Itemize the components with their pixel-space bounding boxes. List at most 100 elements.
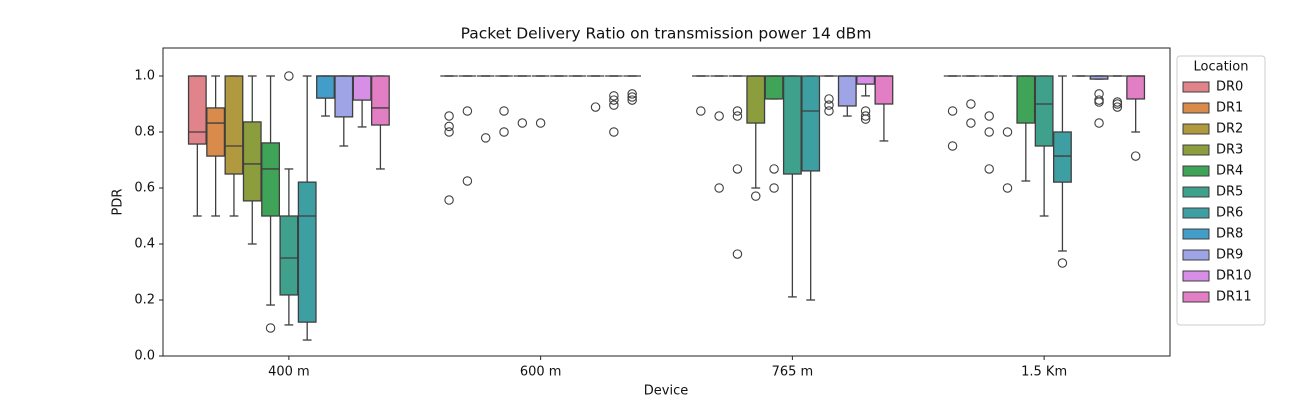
outlier bbox=[769, 164, 779, 174]
outlier bbox=[590, 102, 601, 112]
box bbox=[297, 181, 317, 323]
outlier bbox=[1094, 95, 1104, 105]
outlier bbox=[1112, 102, 1123, 112]
legend-swatch bbox=[1182, 186, 1210, 198]
outlier bbox=[732, 106, 743, 116]
outlier bbox=[1057, 258, 1068, 268]
outlier bbox=[714, 111, 724, 121]
outlier bbox=[824, 94, 834, 104]
box bbox=[1016, 75, 1036, 124]
legend-swatch bbox=[1182, 81, 1210, 93]
legend-swatch bbox=[1182, 165, 1210, 177]
outlier bbox=[1130, 151, 1141, 161]
box bbox=[279, 215, 299, 296]
outlier bbox=[1094, 118, 1104, 128]
outlier bbox=[444, 127, 454, 137]
legend-swatch bbox=[1182, 144, 1210, 156]
legend-label: DR3 bbox=[1216, 143, 1243, 158]
box bbox=[370, 75, 390, 126]
outlier bbox=[462, 176, 473, 186]
outlier bbox=[696, 106, 706, 116]
box bbox=[334, 75, 354, 118]
legend-title: Location bbox=[1194, 60, 1249, 75]
outlier bbox=[627, 92, 637, 102]
legend-swatch bbox=[1182, 249, 1210, 261]
outlier bbox=[499, 106, 509, 116]
x-axis-label: Device bbox=[644, 384, 688, 399]
outlier bbox=[966, 99, 976, 109]
outlier bbox=[609, 100, 619, 110]
box bbox=[837, 75, 857, 107]
outlier bbox=[732, 111, 743, 121]
outlier bbox=[609, 91, 619, 101]
box bbox=[206, 107, 226, 157]
y-tick-label: 0.6 bbox=[134, 181, 155, 196]
outlier bbox=[1112, 97, 1123, 107]
outlier bbox=[462, 106, 473, 116]
box bbox=[782, 75, 802, 175]
outlier bbox=[444, 121, 454, 132]
outlier bbox=[751, 191, 761, 201]
legend-label: DR5 bbox=[1216, 185, 1243, 200]
outlier bbox=[1094, 97, 1104, 107]
outlier bbox=[860, 106, 871, 116]
legend-label: DR11 bbox=[1216, 290, 1252, 305]
legend-label: DR0 bbox=[1216, 80, 1243, 95]
y-tick-label: 0.4 bbox=[134, 237, 155, 252]
outlier bbox=[714, 183, 724, 193]
box bbox=[224, 75, 244, 175]
plot-frame bbox=[162, 47, 1171, 357]
legend-swatch bbox=[1182, 228, 1210, 240]
legend-swatch bbox=[1182, 291, 1210, 303]
y-tick-label: 0.0 bbox=[134, 349, 155, 364]
box bbox=[242, 121, 262, 202]
outlier bbox=[860, 114, 871, 124]
x-tick-label: 765 m bbox=[772, 365, 814, 380]
box bbox=[874, 75, 894, 105]
outlier bbox=[1112, 99, 1123, 109]
y-tick-label: 0.8 bbox=[134, 125, 155, 140]
legend-label: DR1 bbox=[1216, 101, 1243, 116]
x-tick-label: 1.5 Km bbox=[1021, 365, 1067, 380]
outlier bbox=[732, 249, 743, 259]
legend-swatch bbox=[1182, 207, 1210, 219]
legend-swatch bbox=[1182, 270, 1210, 282]
legend-label: DR10 bbox=[1216, 269, 1252, 284]
legend-label: DR6 bbox=[1216, 206, 1243, 221]
outlier bbox=[1002, 127, 1013, 137]
outlier bbox=[984, 127, 994, 137]
outlier bbox=[609, 127, 619, 137]
outlier bbox=[499, 127, 509, 137]
legend-swatch bbox=[1182, 123, 1210, 135]
outlier bbox=[609, 95, 619, 105]
outlier bbox=[824, 100, 834, 110]
outlier bbox=[966, 118, 976, 128]
box bbox=[187, 75, 207, 145]
outlier bbox=[769, 183, 779, 193]
legend-label: DR8 bbox=[1216, 227, 1243, 242]
outlier bbox=[732, 164, 743, 174]
outlier bbox=[627, 89, 637, 99]
outlier bbox=[444, 111, 454, 121]
legend-swatch bbox=[1182, 102, 1210, 114]
box bbox=[1126, 75, 1146, 100]
outlier bbox=[627, 95, 637, 105]
x-tick-label: 400 m bbox=[268, 365, 310, 380]
outlier bbox=[1002, 183, 1013, 193]
box bbox=[746, 75, 766, 124]
y-axis-label: PDR bbox=[111, 189, 126, 216]
box bbox=[764, 75, 784, 100]
box bbox=[1052, 131, 1072, 183]
box bbox=[801, 75, 821, 172]
outlier bbox=[947, 106, 958, 116]
outlier bbox=[265, 323, 276, 333]
outlier bbox=[860, 111, 871, 121]
box bbox=[261, 142, 281, 217]
outlier bbox=[284, 71, 294, 81]
outlier bbox=[824, 106, 834, 116]
box bbox=[1034, 75, 1054, 147]
outlier bbox=[984, 164, 994, 174]
outlier bbox=[480, 133, 491, 143]
box bbox=[352, 75, 372, 101]
